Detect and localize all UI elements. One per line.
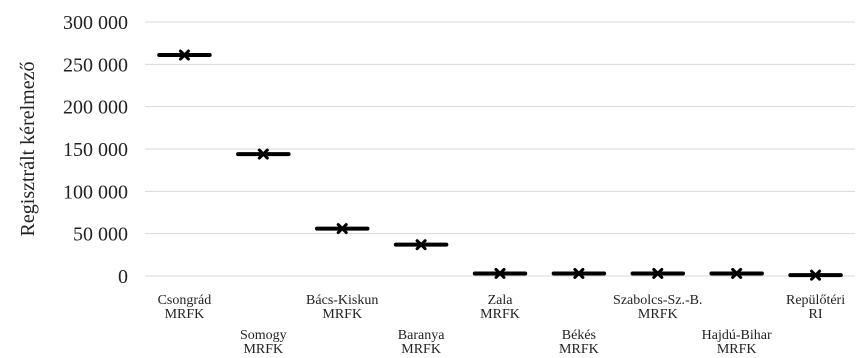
x-tick-label: Hajdú-Bihar MRFK [702,328,772,357]
data-point-x [810,269,822,281]
x-tick-label: Repülőtéri RI [786,293,845,322]
x-tick-label-line: MRFK [243,342,283,357]
data-point-x [494,267,506,279]
y-tick-label: 200 000 [63,97,128,119]
data-marks [157,49,843,281]
x-tick-label-line: MRFK [480,307,520,322]
x-tick-label-line: MRFK [559,342,599,357]
data-point-x [573,267,585,279]
x-tick-label-line: Csongrád [158,293,212,308]
data-point-x [415,239,427,251]
x-tick-label: Csongrád MRFK [158,293,212,322]
x-tick-label: Somogy MRFK [240,328,287,357]
x-tick-label: Bács-Kiskun MRFK [306,293,378,322]
y-tick-label: 250 000 [63,54,128,76]
y-tick-label: 0 [118,266,128,288]
gridlines [145,21,855,277]
x-tick-label-line: RI [809,307,823,322]
x-tick-label: Békés MRFK [559,328,599,357]
y-tick-label: 50 000 [73,224,128,246]
data-point [788,269,843,281]
data-point-x [731,267,743,279]
y-axis-ticks: 0 50 000 100 000 150 000 200 000 250 000 300 0… [63,12,128,288]
data-point [236,148,291,160]
x-tick-label: Baranya MRFK [398,328,445,357]
data-point [472,267,528,279]
data-point-x [178,49,190,61]
x-tick-label-line: Szabolcs-Sz.-B. [613,293,702,308]
data-point [157,49,212,61]
x-tick-label: Zala MRFK [480,293,520,322]
y-tick-label: 100 000 [63,181,128,203]
x-tick-label-line: MRFK [165,307,205,322]
data-point-x [652,267,664,279]
x-tick-label-line: Hajdú-Bihar [702,328,772,343]
x-tick-label: Szabolcs-Sz.-B. MRFK [613,293,702,322]
y-tick-label: 300 000 [63,12,128,34]
x-tick-label-line: Békés [562,328,596,343]
data-point-x [336,223,348,235]
data-point [393,239,449,251]
data-point-x [257,148,269,160]
data-point [709,267,764,279]
x-tick-label-line: MRFK [322,307,362,322]
x-tick-label-line: Somogy [240,328,287,343]
x-tick-label-line: Bács-Kiskun [306,293,378,308]
x-tick-label-line: Zala [488,293,514,308]
x-tick-label-line: MRFK [638,307,678,322]
x-tick-label-line: Baranya [398,328,445,343]
data-point [551,267,607,279]
y-axis-label: Regisztrált kérelmező [17,62,39,237]
y-tick-label: 150 000 [63,139,128,161]
x-tick-label-line: MRFK [401,342,441,357]
data-point [630,267,686,279]
x-tick-label-line: Repülőtéri [786,293,845,308]
x-tick-label-line: MRFK [717,342,757,357]
data-point [314,223,370,235]
